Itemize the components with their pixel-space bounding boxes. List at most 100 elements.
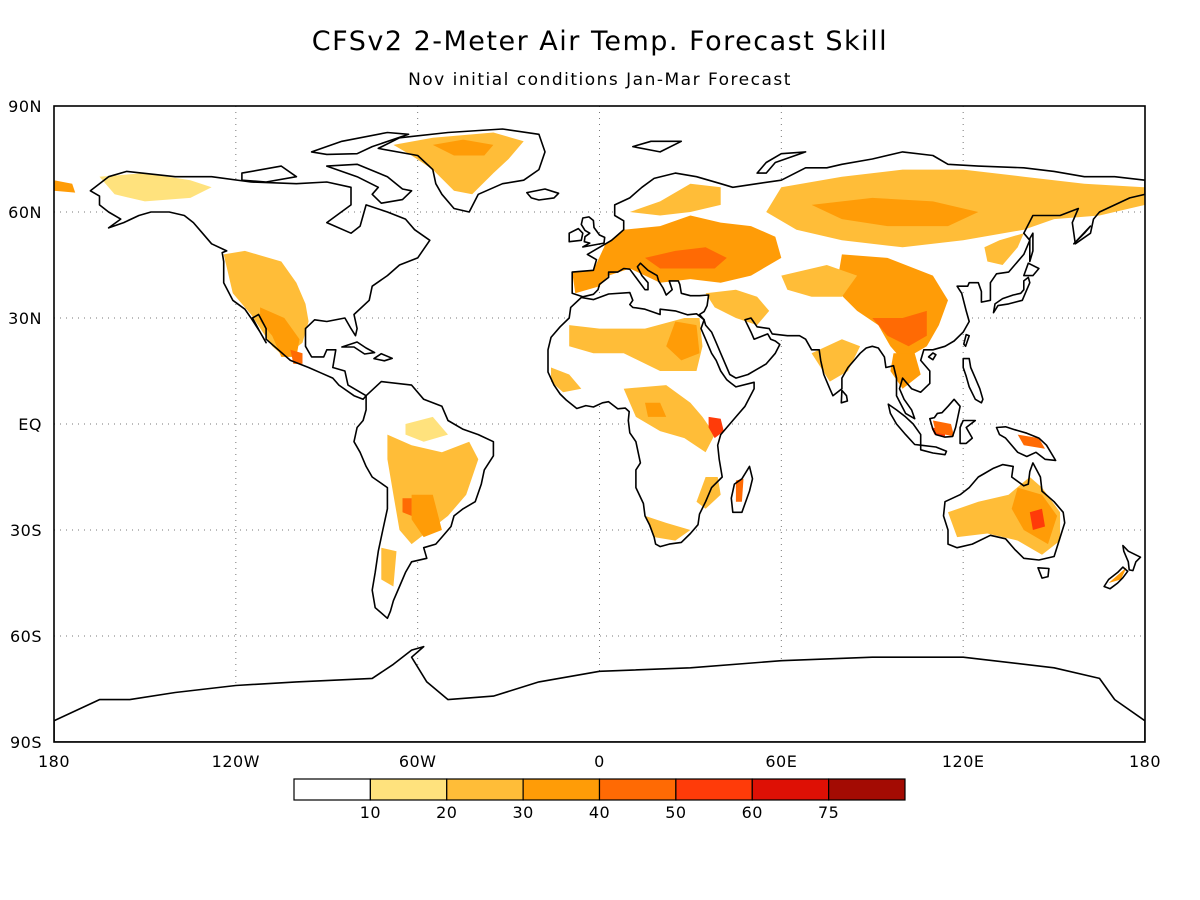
coastline-borneo (928, 398, 961, 438)
coastline-greenland (377, 128, 546, 213)
skill-region (708, 416, 724, 439)
skill-region (54, 180, 76, 193)
land-baffin-island (326, 164, 412, 204)
skill-region (1108, 567, 1127, 583)
coastline-taiwan (962, 333, 971, 348)
skill-region (569, 318, 703, 371)
legend-swatch (369, 778, 448, 801)
coastline-madagascar (730, 465, 754, 514)
legend-label: 10 (360, 803, 381, 822)
latitude-label: 60N (8, 203, 42, 222)
legend-label: 50 (665, 803, 686, 822)
land-svalbard (632, 141, 682, 152)
map-subtitle: Nov initial conditions Jan-Mar Forecast (408, 70, 792, 90)
coastline-new-zealand-north (1122, 544, 1142, 572)
coastline-north-america (89, 170, 431, 401)
longitude-label: 60W (399, 752, 437, 771)
longitude-label: 180 (38, 752, 70, 771)
map-frame (53, 105, 1146, 743)
skill-region (551, 367, 582, 393)
skill-region (645, 402, 667, 417)
latitude-label: 30S (10, 521, 42, 540)
skill-region (260, 307, 300, 357)
coastline-cuba (341, 341, 376, 355)
legend-swatch (446, 778, 524, 801)
land-philippines (963, 358, 983, 403)
coastline-hispaniola (373, 352, 394, 362)
land-sumatra (888, 404, 921, 446)
legend-label: 60 (742, 803, 763, 822)
latitude-label: EQ (18, 415, 42, 434)
coastline-hainan (927, 352, 937, 361)
skill-region (381, 547, 397, 587)
skill-region (666, 321, 700, 361)
coastline-africa (547, 291, 755, 548)
skill-region (781, 265, 858, 297)
coastline-new-guinea (995, 425, 1057, 462)
coastline-sri-lanka (840, 389, 849, 404)
coastline-south-america (353, 380, 495, 620)
skill-region (932, 420, 955, 437)
land-japan (993, 277, 1030, 313)
legend-swatch (828, 778, 906, 801)
legend-swatch (598, 778, 677, 801)
coastline-new-zealand-south (1103, 566, 1129, 590)
skill-region (890, 353, 921, 389)
coastline-sakhalin (1029, 232, 1034, 263)
longitude-label: 0 (594, 752, 605, 771)
longitude-label: 180 (1129, 752, 1161, 771)
legend-swatch (751, 778, 830, 801)
land-great-britain (581, 216, 605, 247)
legend-swatch (522, 778, 601, 801)
coastline-novaya-zemlya (756, 151, 807, 174)
legend-label: 30 (512, 803, 533, 822)
coastline-ireland (568, 227, 584, 243)
skill-region (984, 233, 1024, 265)
map-title: CFSv2 2-Meter Air Temp. Forecast Skill (311, 26, 889, 57)
skill-region (705, 289, 770, 326)
skill-region (393, 132, 524, 195)
coastline-victoria-island (241, 165, 298, 183)
land-new-zealand-north (1122, 545, 1141, 571)
skill-shading-layer (54, 132, 1145, 587)
legend-swatch (293, 778, 371, 801)
skill-region (629, 183, 721, 216)
longitude-label: 60E (765, 752, 797, 771)
skill-region (432, 139, 494, 156)
skill-region (735, 478, 744, 502)
legend-swatch (675, 778, 753, 801)
coastline-hokkaido (1022, 262, 1040, 277)
legend-label: 20 (436, 803, 457, 822)
land-sri-lanka (841, 390, 848, 403)
land-victoria-island (241, 166, 297, 182)
coastline-iceland (525, 188, 560, 201)
coastline-baffin-island (325, 163, 413, 204)
legend-label: 40 (589, 803, 610, 822)
coastline-layer (54, 128, 1145, 742)
land-antarctica (54, 646, 1145, 742)
skill-region (387, 434, 479, 545)
skill-region (623, 385, 715, 453)
skill-region (872, 310, 927, 347)
coastline-philippines (962, 357, 984, 404)
skill-region (402, 498, 412, 516)
latitude-label: 30N (8, 309, 42, 328)
coastline-eurasia (571, 151, 1145, 420)
skill-region (645, 247, 727, 269)
skill-region (99, 173, 212, 202)
longitude-label: 120W (212, 752, 260, 771)
land-java (920, 445, 947, 455)
coastline-australia (942, 462, 1066, 561)
coastline-antarctica (54, 645, 1145, 742)
latitude-label: 60S (10, 627, 42, 646)
skill-region (411, 494, 442, 538)
coastline-ellesmere-island (310, 131, 410, 156)
land-novaya-zemlya (757, 151, 806, 174)
coastline-great-britain (580, 216, 606, 248)
latitude-label: 90N (8, 97, 42, 116)
latitude-label: 90S (10, 733, 42, 752)
skill-region (811, 197, 979, 227)
coastline-sulawesi (959, 419, 977, 445)
coastline-kamchatka-gap (1073, 225, 1092, 245)
